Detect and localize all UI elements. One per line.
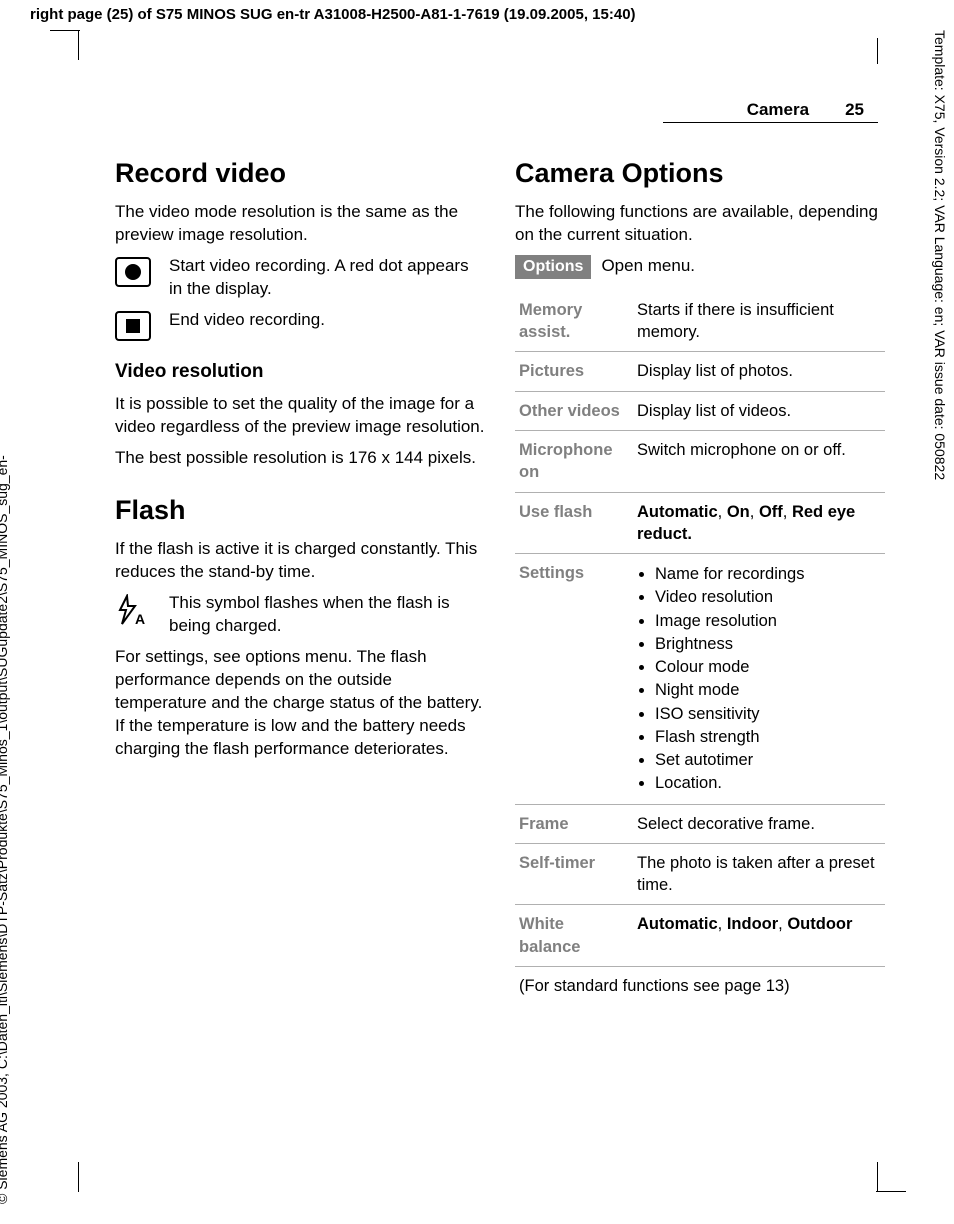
crop-mark (876, 1191, 906, 1192)
option-label: White balance (515, 905, 633, 967)
option-label: Memory assist. (515, 291, 633, 352)
option-description: Automatic, Indoor, Outdoor (633, 905, 885, 967)
table-row: Self-timerThe photo is taken after a pre… (515, 843, 885, 905)
settings-list-item: Set autotimer (655, 749, 881, 771)
side-right-template: Template: X75, Version 2.2; VAR Language… (932, 30, 948, 480)
table-row: Other videosDisplay list of videos. (515, 391, 885, 430)
side-left-path: © Siemens AG 2003, C:\Daten_itl\Siemens\… (0, 455, 10, 1204)
flash-auto-icon: A (115, 594, 151, 633)
video-resolution-p2: The best possible resolution is 176 x 14… (115, 447, 485, 470)
settings-list-item: Brightness (655, 633, 881, 655)
content-columns: Record video The video mode resolution i… (115, 155, 885, 1005)
option-description: Switch microphone on or off. (633, 430, 885, 492)
option-label: Frame (515, 804, 633, 843)
end-recording-text: End video recording. (169, 309, 325, 332)
settings-list-item: ISO sensitivity (655, 703, 881, 725)
option-label: Self-timer (515, 843, 633, 905)
settings-list-item: Night mode (655, 679, 881, 701)
left-column: Record video The video mode resolution i… (115, 155, 485, 1005)
page-header: Camera 25 (747, 100, 864, 120)
crop-mark (78, 30, 79, 60)
option-label: Other videos (515, 391, 633, 430)
flash-p2: For settings, see options menu. The flas… (115, 646, 485, 761)
option-label: Microphone on (515, 430, 633, 492)
record-intro: The video mode resolution is the same as… (115, 201, 485, 247)
options-intro: The following functions are available, d… (515, 201, 885, 247)
options-open-row: Options Open menu. (515, 255, 885, 279)
start-recording-row: Start video recording. A red dot appears… (115, 255, 485, 301)
settings-list-item: Image resolution (655, 610, 881, 632)
option-description: Display list of photos. (633, 352, 885, 391)
crop-mark (877, 1162, 878, 1192)
stop-icon (115, 311, 151, 341)
options-table: Memory assist.Starts if there is insuffi… (515, 291, 885, 1005)
video-resolution-p1: It is possible to set the quality of the… (115, 393, 485, 439)
standard-functions-note: (For standard functions see page 13) (515, 967, 885, 1006)
heading-video-resolution: Video resolution (115, 359, 485, 385)
settings-list-item: Name for recordings (655, 563, 881, 585)
section-name: Camera (747, 100, 809, 120)
svg-text:A: A (135, 611, 145, 626)
settings-list-item: Flash strength (655, 726, 881, 748)
option-description: Starts if there is insufficient memory. (633, 291, 885, 352)
option-label: Settings (515, 554, 633, 805)
option-label: Pictures (515, 352, 633, 391)
table-row: FrameSelect decorative frame. (515, 804, 885, 843)
option-description: Name for recordingsVideo resolutionImage… (633, 554, 885, 805)
table-row: Memory assist.Starts if there is insuffi… (515, 291, 885, 352)
table-row: Microphone onSwitch microphone on or off… (515, 430, 885, 492)
flash-charging-row: A This symbol flashes when the flash is … (115, 592, 485, 638)
settings-list-item: Video resolution (655, 586, 881, 608)
heading-camera-options: Camera Options (515, 155, 885, 191)
options-open-text: Open menu. (601, 255, 695, 278)
top-banner: right page (25) of S75 MINOS SUG en-tr A… (30, 6, 636, 23)
table-row: Use flashAutomatic, On, Off, Red eye red… (515, 492, 885, 554)
options-softkey: Options (515, 255, 591, 279)
option-description: Display list of videos. (633, 391, 885, 430)
table-footnote-row: (For standard functions see page 13) (515, 967, 885, 1006)
table-row: SettingsName for recordingsVideo resolut… (515, 554, 885, 805)
table-row: White balanceAutomatic, Indoor, Outdoor (515, 905, 885, 967)
start-recording-text: Start video recording. A red dot appears… (169, 255, 485, 301)
flash-p1: If the flash is active it is charged con… (115, 538, 485, 584)
page-number: 25 (845, 100, 864, 120)
heading-flash: Flash (115, 492, 485, 528)
option-description: The photo is taken after a preset time. (633, 843, 885, 905)
option-label: Use flash (515, 492, 633, 554)
header-underline (663, 122, 878, 123)
settings-list-item: Location. (655, 772, 881, 794)
option-description: Automatic, On, Off, Red eye reduct. (633, 492, 885, 554)
record-icon (115, 257, 151, 287)
flash-charging-text: This symbol flashes when the flash is be… (169, 592, 485, 638)
table-row: PicturesDisplay list of photos. (515, 352, 885, 391)
crop-mark (50, 30, 80, 31)
settings-list-item: Colour mode (655, 656, 881, 678)
crop-mark (877, 38, 878, 64)
end-recording-row: End video recording. (115, 309, 485, 341)
right-column: Camera Options The following functions a… (515, 155, 885, 1005)
option-description: Select decorative frame. (633, 804, 885, 843)
heading-record-video: Record video (115, 155, 485, 191)
crop-mark (78, 1162, 79, 1192)
